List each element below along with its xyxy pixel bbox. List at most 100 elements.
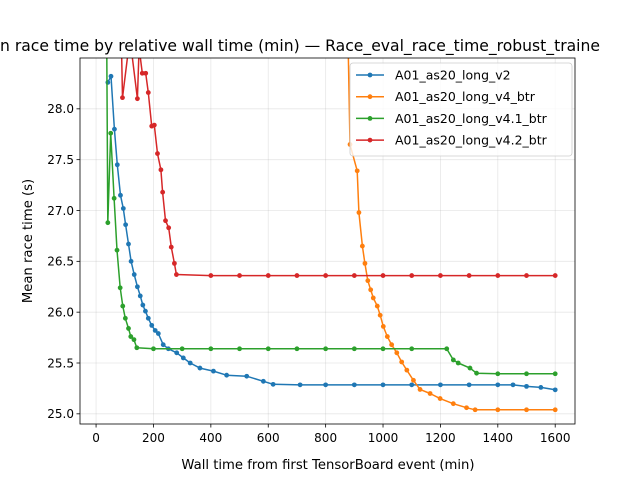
data-point — [351, 382, 357, 388]
data-point — [134, 284, 140, 290]
data-point — [126, 326, 131, 331]
y-tick-label: 26.0 — [47, 305, 74, 319]
y-axis: 25.0 25.5 26.0 26.5 27.0 27.5 28.0 — [47, 102, 80, 421]
data-point — [417, 387, 423, 392]
data-point — [450, 357, 456, 363]
data-point — [552, 407, 558, 413]
x-tick-label: 1600 — [540, 431, 571, 445]
data-point — [466, 382, 472, 388]
data-point — [323, 382, 329, 388]
data-point — [134, 345, 140, 351]
data-point — [368, 287, 374, 293]
x-tick-label: 1200 — [425, 431, 456, 445]
data-point — [370, 295, 376, 301]
data-point — [108, 73, 114, 79]
data-point — [143, 70, 149, 76]
data-point — [380, 382, 386, 388]
data-point — [323, 346, 329, 352]
y-tick-label: 27.0 — [47, 204, 74, 218]
data-point — [409, 273, 415, 278]
data-point — [524, 371, 529, 377]
series-layer — [105, 58, 558, 413]
x-tick-label: 1000 — [368, 431, 399, 445]
data-point — [111, 195, 117, 201]
legend-label: A01_as20_long_v4.2_btr — [395, 133, 548, 148]
data-point — [131, 272, 137, 277]
data-point — [427, 391, 433, 396]
data-point — [187, 360, 193, 366]
data-point — [359, 243, 365, 249]
data-point — [411, 377, 416, 383]
data-point — [126, 241, 131, 247]
legend-marker — [367, 94, 373, 100]
data-point — [380, 346, 386, 352]
data-point — [510, 382, 516, 388]
data-point — [399, 359, 405, 365]
data-point — [394, 350, 400, 356]
data-point — [524, 383, 529, 389]
data-point — [237, 346, 242, 352]
data-point — [140, 302, 146, 308]
data-point — [365, 278, 371, 284]
data-point — [380, 273, 386, 278]
data-point — [538, 385, 544, 390]
plot-frame — [79, 57, 576, 425]
y-tick-label: 25.5 — [47, 356, 74, 370]
data-point — [168, 244, 174, 250]
data-point — [450, 401, 456, 407]
data-point — [467, 365, 473, 371]
data-point — [208, 273, 214, 278]
data-point — [265, 273, 271, 278]
data-point — [120, 303, 126, 309]
data-point — [114, 162, 120, 168]
legend-label: A01_as20_long_v4.1_btr — [395, 111, 548, 126]
data-point — [143, 308, 148, 314]
data-point — [389, 342, 395, 348]
data-point — [145, 315, 151, 321]
x-tick-label: 800 — [314, 431, 337, 445]
data-point — [166, 225, 172, 231]
y-tick-label: 25.0 — [47, 407, 74, 421]
data-point — [351, 273, 357, 278]
data-point — [118, 192, 123, 198]
series-A01_as20_long_v4.2_btr — [120, 58, 558, 278]
data-point — [172, 260, 177, 266]
data-point — [108, 130, 114, 136]
data-point — [351, 346, 357, 352]
data-point — [112, 126, 117, 132]
data-point — [114, 247, 120, 253]
data-point — [323, 273, 329, 278]
data-point — [464, 405, 469, 411]
data-point — [354, 168, 360, 174]
data-point — [294, 346, 300, 352]
data-point — [117, 285, 123, 291]
data-point — [134, 96, 140, 102]
data-point — [174, 272, 179, 277]
y-tick-label: 26.5 — [47, 255, 74, 269]
data-point — [552, 371, 558, 377]
data-point — [404, 367, 410, 373]
data-point — [160, 189, 166, 195]
x-tick-label: 600 — [257, 431, 280, 445]
data-point — [265, 346, 271, 352]
data-point — [495, 371, 501, 377]
data-point — [120, 206, 126, 211]
legend-marker — [367, 137, 373, 143]
data-point — [244, 373, 250, 379]
y-tick-label: 28.0 — [47, 102, 74, 116]
data-point — [495, 407, 501, 413]
data-point — [151, 122, 157, 128]
data-point — [105, 220, 111, 226]
data-point — [174, 350, 180, 356]
data-point — [152, 328, 158, 333]
data-point — [155, 331, 161, 336]
data-point — [455, 360, 461, 366]
data-point — [158, 167, 164, 173]
data-point — [438, 273, 443, 278]
data-point — [105, 80, 111, 85]
data-point — [495, 382, 501, 388]
data-point — [380, 324, 386, 329]
data-point — [224, 372, 230, 378]
data-point — [524, 407, 529, 413]
